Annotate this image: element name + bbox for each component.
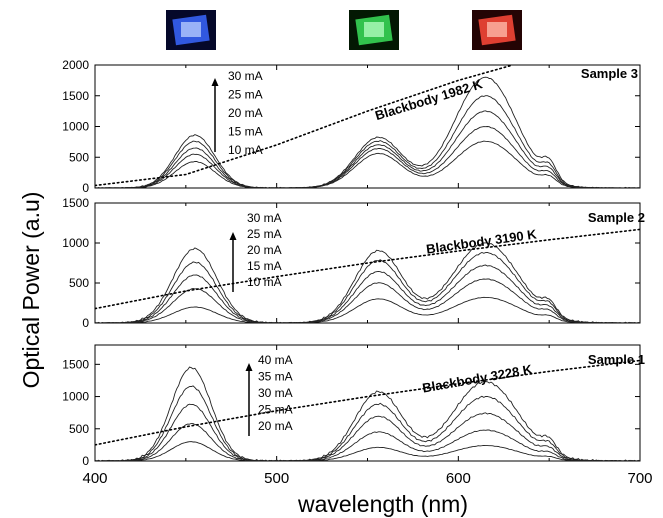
blackbody-label: Blackbody 3228 K bbox=[421, 361, 534, 395]
current-label: 15 mA bbox=[228, 125, 263, 139]
red-led-photo bbox=[472, 10, 522, 50]
curves bbox=[95, 228, 640, 323]
y-tick-label: 500 bbox=[69, 276, 89, 290]
x-tick-label: 400 bbox=[82, 470, 107, 487]
current-label: 30 mA bbox=[247, 211, 282, 225]
current-label: 25 mA bbox=[228, 88, 263, 102]
spectrum-25-ma bbox=[95, 252, 640, 323]
sample-label: Sample 2 bbox=[588, 210, 645, 225]
blackbody-label: Blackbody 1982 K bbox=[373, 76, 484, 123]
spectrum-40-ma bbox=[95, 366, 640, 461]
spectrum-25-ma bbox=[95, 95, 640, 188]
photo-core bbox=[364, 22, 384, 37]
y-tick-label: 0 bbox=[82, 454, 89, 468]
current-label: 25 mA bbox=[247, 227, 282, 241]
y-tick-label: 1500 bbox=[62, 357, 89, 371]
y-tick-label: 500 bbox=[69, 422, 89, 436]
y-axis-title: Optical Power (a.u) bbox=[18, 192, 44, 389]
current-label: 15 mA bbox=[247, 259, 282, 273]
photo-core bbox=[487, 22, 507, 37]
current-arrow-head bbox=[229, 232, 237, 240]
current-label: 25 mA bbox=[258, 403, 293, 417]
current-label: 35 mA bbox=[258, 370, 293, 384]
sample-label: Sample 3 bbox=[581, 66, 638, 81]
y-tick-label: 1000 bbox=[62, 390, 89, 404]
blue-led-photo bbox=[166, 10, 216, 50]
y-tick-label: 0 bbox=[82, 181, 89, 195]
curves bbox=[95, 65, 640, 188]
panel-frame bbox=[94, 344, 641, 462]
current-label: 20 mA bbox=[247, 243, 282, 257]
y-tick-label: 1000 bbox=[62, 120, 89, 134]
panel-frame bbox=[94, 64, 641, 189]
curves bbox=[95, 359, 640, 461]
blackbody-curve bbox=[95, 228, 640, 310]
spectrum-20-ma bbox=[95, 110, 640, 188]
spectrum-15-ma bbox=[95, 126, 640, 188]
current-arrow-head bbox=[245, 363, 253, 371]
current-label: 10 mA bbox=[247, 275, 282, 289]
x-axis: 400 500 600 700 bbox=[82, 470, 652, 487]
y-tick-label: 1000 bbox=[62, 236, 89, 250]
spectrum-10-ma bbox=[95, 296, 640, 323]
y-tick-label: 2000 bbox=[62, 58, 89, 72]
led-photos bbox=[166, 10, 522, 50]
y-tick-label: 1500 bbox=[62, 196, 89, 210]
blackbody-curve bbox=[95, 65, 514, 187]
spectrum-30-ma bbox=[95, 403, 640, 461]
x-tick-label: 500 bbox=[264, 470, 289, 487]
y-tick-label: 1500 bbox=[62, 89, 89, 103]
panel-sample-1: 0 500 1000 1500 Blackbody 3228 K Sample 1 40 m… bbox=[62, 344, 645, 468]
current-label: 40 mA bbox=[258, 353, 293, 367]
y-tick-label: 0 bbox=[82, 316, 89, 330]
green-led-photo bbox=[349, 10, 399, 50]
x-tick-label: 600 bbox=[446, 470, 471, 487]
spectrum-35-ma bbox=[95, 385, 640, 461]
x-tick-label: 700 bbox=[627, 470, 652, 487]
spectrum-15-ma bbox=[95, 278, 640, 323]
current-label: 20 mA bbox=[228, 106, 263, 120]
sample-label: Sample 1 bbox=[588, 352, 645, 367]
spectrum-20-ma bbox=[95, 441, 640, 461]
spectrum-30-ma bbox=[95, 76, 640, 188]
blackbody-curve bbox=[95, 359, 640, 446]
panel-sample-3: 0 500 1000 1500 2000 Blackbody 1982 K Sample 3… bbox=[62, 58, 641, 195]
current-label: 30 mA bbox=[228, 69, 263, 83]
y-tick-label: 500 bbox=[69, 150, 89, 164]
current-arrow-head bbox=[211, 78, 219, 86]
current-label: 30 mA bbox=[258, 386, 293, 400]
x-axis-title: wavelength (nm) bbox=[297, 491, 468, 517]
photo-core bbox=[181, 22, 201, 37]
spectrum-25-ma bbox=[95, 422, 640, 461]
current-label: 10 mA bbox=[228, 143, 263, 157]
spectrum-20-ma bbox=[95, 264, 640, 323]
current-label: 20 mA bbox=[258, 419, 293, 433]
spectrum-30-ma bbox=[95, 242, 640, 323]
spectrum-10-ma bbox=[95, 140, 640, 188]
chart-panels: 0 500 1000 1500 2000 Blackbody 1982 K Sample 3… bbox=[62, 58, 645, 468]
